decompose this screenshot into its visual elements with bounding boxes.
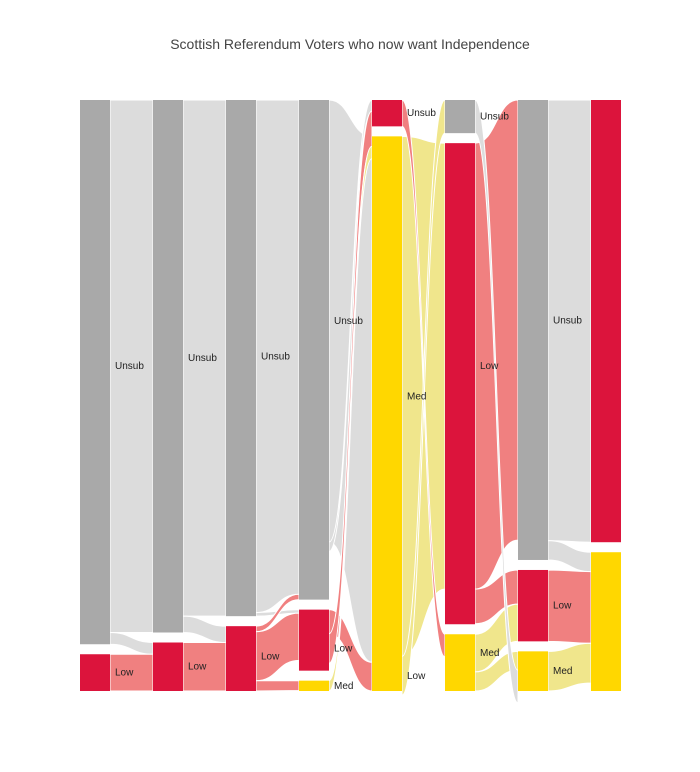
node-5-unsub[interactable] xyxy=(445,100,475,134)
link-label-0-2: Low xyxy=(115,668,134,679)
node-3-unsub[interactable] xyxy=(299,100,329,600)
link-label-3-3: Low xyxy=(334,644,353,655)
link-1-unsub-to-unsub[interactable] xyxy=(182,99,227,617)
node-4-low[interactable] xyxy=(372,100,402,127)
link-label-6-2: Low xyxy=(553,601,572,612)
link-2-low-to-med[interactable] xyxy=(255,680,300,692)
link-label-2-0: Unsub xyxy=(261,351,290,362)
link-label-3-4: Med xyxy=(334,681,353,692)
node-4-med[interactable] xyxy=(372,136,402,692)
node-5-med[interactable] xyxy=(445,634,475,691)
link-0-unsub-to-low[interactable] xyxy=(109,631,154,655)
link-label-0-0: Unsub xyxy=(115,361,144,372)
node-3-med[interactable] xyxy=(299,680,329,691)
sankey-labels: Unsub Low Unsub Low Unsub Low Unsub Low Med Med Un… xyxy=(115,108,582,692)
node-2-unsub[interactable] xyxy=(226,100,256,617)
node-5-low[interactable] xyxy=(445,143,475,625)
link-label-5-0: Low xyxy=(480,361,499,372)
link-label-4-2: Low xyxy=(407,671,426,682)
node-0-low[interactable] xyxy=(80,654,110,691)
link-label-3-0: Unsub xyxy=(334,316,363,327)
link-5-unsub-to-med[interactable] xyxy=(474,99,519,704)
link-label-6-3: Med xyxy=(553,666,572,677)
node-6-unsub[interactable] xyxy=(518,100,548,560)
link-label-5-4: Unsub xyxy=(480,112,509,123)
sankey-links xyxy=(109,99,592,704)
link-label-4-1: Unsub xyxy=(407,108,436,119)
link-1-unsub-to-low[interactable] xyxy=(182,615,227,643)
node-3-low[interactable] xyxy=(299,609,329,671)
link-label-6-0: Unsub xyxy=(553,315,582,326)
node-2-low[interactable] xyxy=(226,626,256,691)
link-label-1-0: Unsub xyxy=(188,353,217,364)
link-label-2-3: Low xyxy=(261,651,280,662)
link-label-5-2: Med xyxy=(480,648,499,659)
link-5-low-to-unsub[interactable] xyxy=(474,99,519,590)
node-7-low[interactable] xyxy=(591,100,621,543)
node-7-med[interactable] xyxy=(591,552,621,691)
link-6-unsub-to-med[interactable] xyxy=(547,540,592,573)
node-6-med[interactable] xyxy=(518,651,548,691)
link-6-unsub-to-low[interactable] xyxy=(547,99,592,543)
link-label-4-0: Med xyxy=(407,391,426,402)
node-1-unsub[interactable] xyxy=(153,100,183,633)
node-6-low[interactable] xyxy=(518,569,548,642)
chart-title: Scottish Referendum Voters who now want … xyxy=(170,36,530,52)
node-1-low[interactable] xyxy=(153,642,183,691)
sankey-nodes xyxy=(80,100,621,692)
link-label-1-2: Low xyxy=(188,662,207,673)
link-2-low-to-low[interactable] xyxy=(255,612,300,682)
node-0-unsub[interactable] xyxy=(80,100,110,645)
